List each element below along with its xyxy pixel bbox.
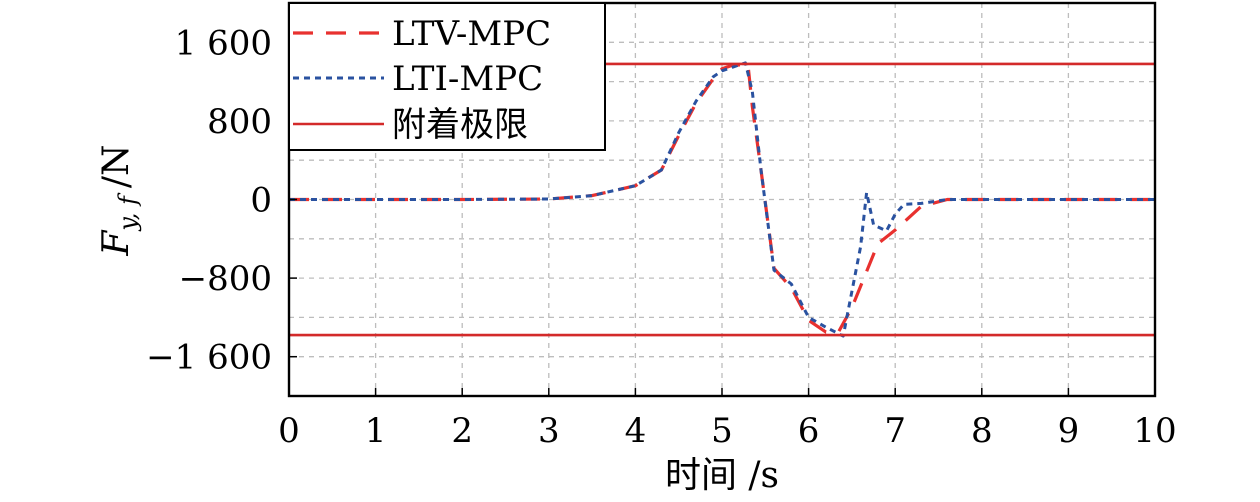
y-axis-label-sub: y, f — [114, 192, 142, 232]
x-tick-label-8: 8 — [971, 411, 993, 451]
x-tick-label-2: 2 — [451, 411, 473, 451]
x-tick-label-7: 7 — [884, 411, 906, 451]
y-tick-label-800: 800 — [207, 102, 272, 142]
legend-label-ltv-mpc: LTV-MPC — [392, 14, 551, 54]
legend-label-lti-mpc: LTI-MPC — [392, 59, 543, 99]
y-tick-label--800: −800 — [179, 259, 272, 299]
x-tick-label-4: 4 — [625, 411, 647, 451]
x-tick-label-1: 1 — [365, 411, 387, 451]
x-axis-label: 时间 /s — [665, 455, 779, 496]
y-tick-label-1600: 1 600 — [175, 23, 272, 63]
y-axis-label: Fy, f/N — [96, 144, 142, 256]
legend: LTV-MPC LTI-MPC 附着极限 — [288, 2, 606, 151]
y-tick-label-0: 0 — [250, 181, 272, 221]
x-tick-label-5: 5 — [711, 411, 733, 451]
tick-layer: 0 1 2 3 4 5 6 7 8 9 10 1 600 800 0 −800 −1 600 — [146, 23, 1176, 451]
series-line-lti-mpc — [289, 61, 1155, 338]
y-axis-label-unit: /N — [96, 144, 137, 188]
x-tick-label-0: 0 — [278, 411, 300, 451]
x-tick-label-6: 6 — [798, 411, 820, 451]
x-tick-label-10: 10 — [1133, 411, 1176, 451]
x-tick-label-9: 9 — [1058, 411, 1080, 451]
y-tick-label--1600: −1 600 — [146, 338, 272, 378]
legend-label-adhesion-limit: 附着极限 — [392, 105, 528, 145]
x-tick-label-3: 3 — [538, 411, 560, 451]
y-axis-label-main: F — [96, 229, 137, 257]
